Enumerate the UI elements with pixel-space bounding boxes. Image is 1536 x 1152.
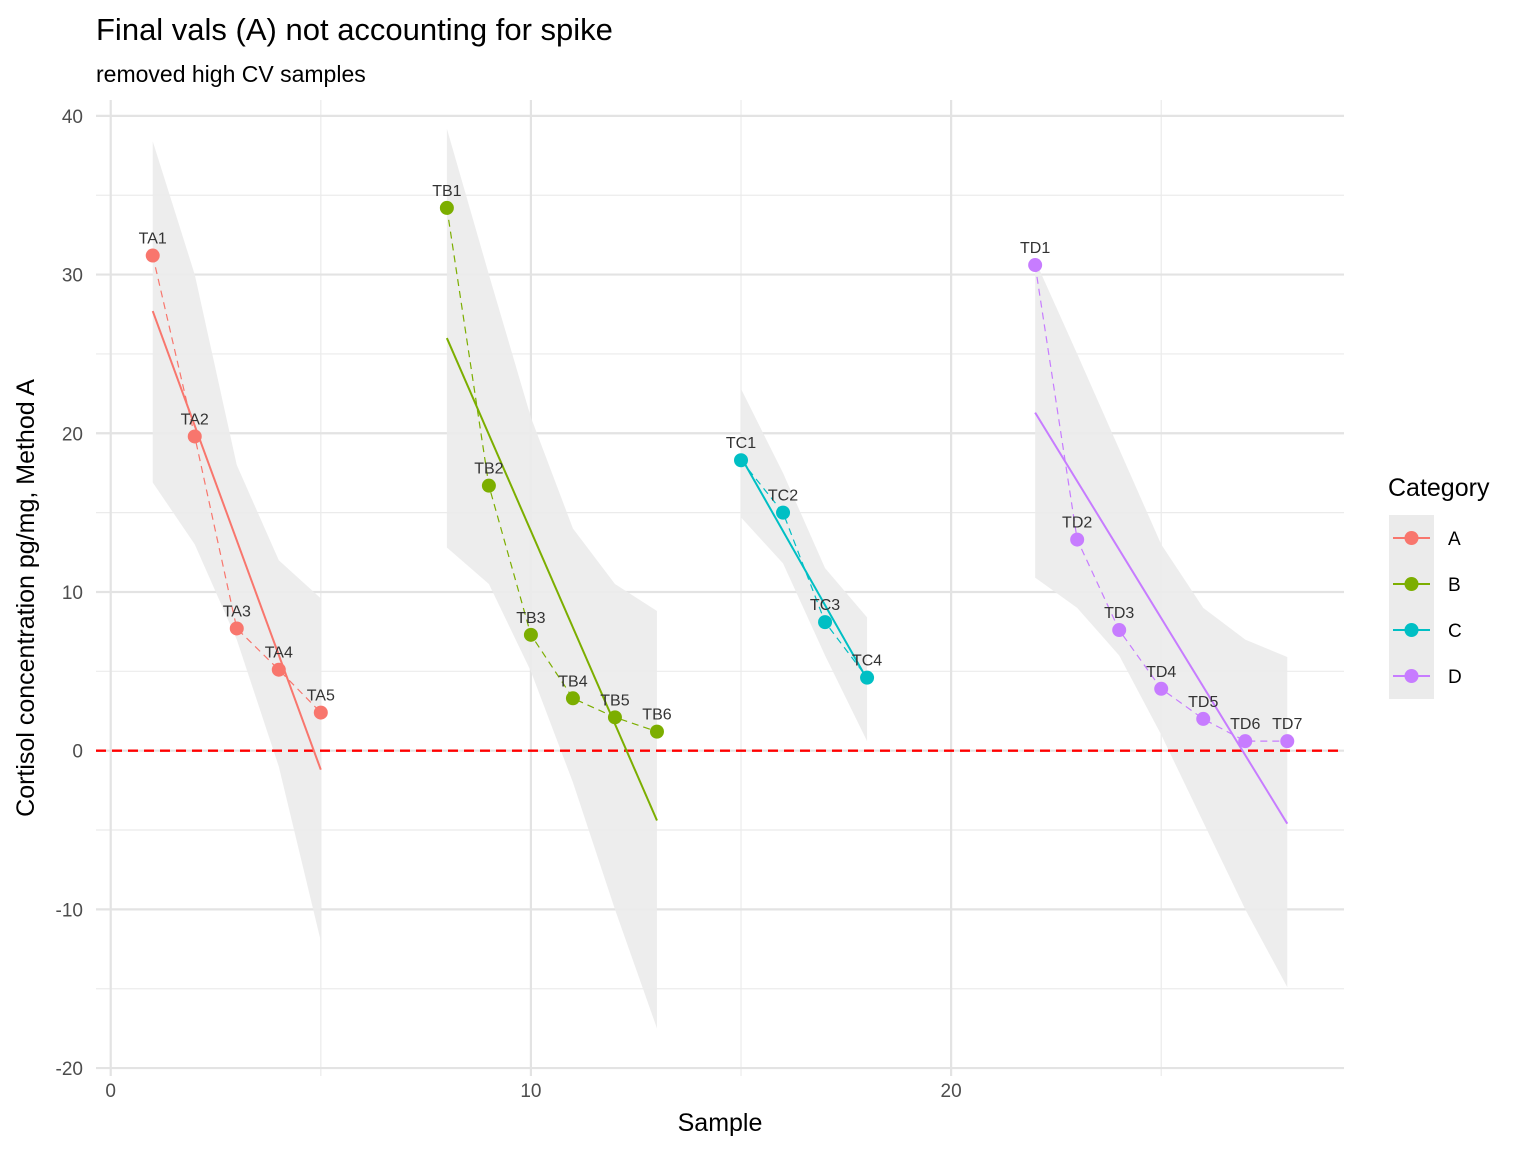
point-label-TD6: TD6 (1230, 716, 1260, 733)
point-label-TD7: TD7 (1272, 716, 1302, 733)
point-label-TC3: TC3 (810, 597, 840, 614)
data-point-TA5 (313, 705, 328, 720)
chart-title: Final vals (A) not accounting for spike (96, 12, 613, 47)
x-tick-label: 10 (520, 1081, 541, 1102)
y-tick-label: 40 (62, 107, 83, 128)
x-axis-title: Sample (678, 1109, 763, 1137)
legend-label-A: A (1448, 529, 1461, 550)
point-label-TA2: TA2 (181, 411, 209, 428)
major-grid (96, 100, 1344, 1076)
point-label-TD4: TD4 (1146, 664, 1176, 681)
legend-label-D: D (1448, 667, 1462, 688)
point-label-TB3: TB3 (516, 610, 545, 627)
legend-keys: A B C D (1389, 515, 1462, 699)
data-point-TD4 (1154, 681, 1169, 696)
legend: Category A B C D (1388, 474, 1490, 699)
y-axis-title: Cortisol concentration pg/mg, Method A (12, 379, 40, 817)
legend-key-point (1404, 669, 1419, 683)
data-point-TC4 (860, 670, 875, 685)
y-tick-label: 30 (62, 266, 83, 287)
point-label-TA3: TA3 (223, 603, 251, 620)
data-point-TB4 (565, 691, 580, 706)
point-label-TC1: TC1 (726, 435, 756, 452)
point-label-TC2: TC2 (768, 488, 798, 505)
legend-title: Category (1388, 474, 1490, 502)
data-point-TA1 (145, 248, 160, 263)
legend-item-D: D (1389, 653, 1462, 699)
y-tick-label: 0 (72, 742, 83, 763)
y-tick-label: -10 (56, 900, 83, 921)
data-point-TB5 (607, 710, 622, 725)
point-label-TA1: TA1 (139, 231, 167, 248)
legend-label-B: B (1448, 575, 1461, 596)
data-point-TB3 (523, 627, 538, 642)
point-labels: TA1 TA2 TA3 TA4 TA5 TB1 TB2 TB3 TB4 TB5 TB6 TC1 TC2 T… (139, 183, 1303, 733)
legend-key-point (1404, 577, 1419, 591)
fit-line-B (445, 337, 658, 821)
point-label-TA4: TA4 (265, 645, 293, 662)
data-point-TD7 (1280, 734, 1295, 749)
y-tick-label: 10 (62, 583, 83, 604)
point-label-TD5: TD5 (1188, 694, 1218, 711)
confidence-ribbon-C (741, 388, 868, 742)
data-point-TB1 (439, 200, 454, 215)
legend-item-A: A (1389, 515, 1461, 561)
legend-key-point (1404, 623, 1419, 637)
x-axis-ticks: 0 10 20 (105, 1081, 961, 1102)
point-label-TB6: TB6 (642, 707, 671, 724)
point-label-TD1: TD1 (1020, 240, 1050, 257)
point-label-TB4: TB4 (558, 673, 587, 690)
point-label-TB2: TB2 (474, 461, 503, 478)
data-point-TD6 (1238, 734, 1253, 749)
point-label-TB5: TB5 (600, 692, 629, 709)
chart-subtitle: removed high CV samples (96, 61, 366, 87)
fit-line-C (740, 456, 868, 680)
legend-item-C: C (1389, 607, 1462, 653)
data-points (145, 200, 1295, 749)
fit-line-A (151, 310, 322, 771)
point-label-TB1: TB1 (432, 183, 461, 200)
data-point-TA2 (187, 429, 202, 444)
data-point-TA3 (229, 621, 244, 636)
fit-line-D (1034, 412, 1289, 825)
x-tick-label: 20 (941, 1081, 962, 1102)
x-tick-label: 0 (105, 1081, 116, 1102)
data-point-TC1 (734, 453, 749, 468)
dashed-connector-B (446, 207, 658, 733)
point-label-TD3: TD3 (1104, 605, 1134, 622)
data-point-TC2 (776, 505, 791, 520)
point-label-TA5: TA5 (307, 688, 335, 705)
data-point-TD3 (1112, 623, 1127, 638)
confidence-ribbons (152, 128, 1288, 1029)
data-point-TB6 (649, 724, 664, 739)
data-point-TA4 (271, 662, 286, 677)
confidence-ribbon-D (1035, 260, 1288, 988)
data-point-TD1 (1028, 258, 1043, 273)
legend-key-point (1404, 531, 1419, 545)
fit-lines (151, 310, 1289, 825)
data-point-TD2 (1070, 532, 1085, 547)
y-tick-label: -20 (56, 1059, 83, 1080)
legend-label-C: C (1448, 621, 1462, 642)
legend-item-B: B (1389, 561, 1461, 607)
y-tick-label: 20 (62, 424, 83, 445)
point-label-TD2: TD2 (1062, 515, 1092, 532)
data-point-TD5 (1196, 711, 1211, 726)
data-point-TB2 (481, 478, 496, 493)
dashed-connector-A (152, 255, 322, 713)
data-point-TC3 (818, 615, 833, 630)
y-axis-ticks: -20 -10 0 10 20 30 40 (56, 107, 83, 1080)
point-label-TC4: TC4 (852, 653, 882, 670)
